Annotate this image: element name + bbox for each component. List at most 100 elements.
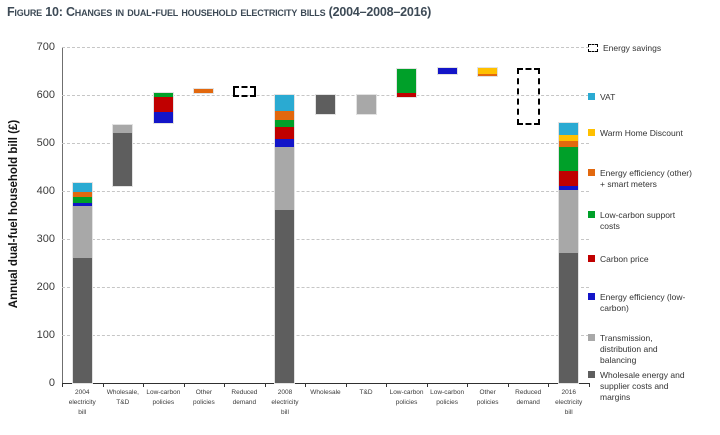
x-category-label: 2016 electricity bill [555, 389, 583, 417]
x-axis-tick [426, 383, 428, 387]
legend-item-transmission: Transmission, distribution and balancing [588, 333, 716, 366]
x-axis-tick [264, 383, 266, 387]
y-tick-label: 500 [36, 137, 55, 149]
gridline [62, 191, 589, 192]
gridline [62, 287, 589, 288]
legend-item-carbon_price: Carbon price [588, 254, 716, 265]
x-axis-tick [345, 383, 347, 387]
bar-segment-ee_low_carbon [153, 111, 173, 123]
legend-swatch-icon [588, 293, 595, 300]
bar-segment-low_carbon_support [275, 119, 295, 128]
bar-segment-ee_other [559, 140, 579, 147]
x-axis-tick [386, 383, 388, 387]
legend-swatch-icon [588, 211, 595, 218]
legend-item-warm_home_discount: Warm Home Discount [588, 128, 716, 139]
bar-segment-ee_other [478, 73, 498, 77]
bar-segment-transmission [356, 95, 376, 115]
y-tick-label: 200 [36, 281, 55, 293]
x-axis-tick [548, 383, 550, 387]
legend-label: VAT [600, 92, 616, 102]
legend-swatch-icon [588, 255, 595, 262]
bar [316, 95, 335, 115]
y-tick-label: 400 [36, 185, 55, 197]
bar-segment-wholesale [559, 253, 579, 383]
legend-label: Energy efficiency (other) + smart meters [600, 168, 692, 190]
legend-swatch-icon [588, 334, 595, 341]
reduced-demand-dashed-box [232, 85, 256, 97]
legend-label: Energy savings [603, 43, 662, 53]
gridline [62, 47, 589, 48]
figure-title: Figure 10: Changes in dual-fuel househol… [7, 5, 432, 19]
bar [478, 68, 498, 77]
bar-segment-carbon_price [153, 97, 173, 112]
bar-segment-transmission [72, 205, 92, 259]
legend-label: Low-carbon support costs [600, 210, 676, 232]
bar-segment-ee_low_carbon [437, 68, 457, 75]
x-category-label: Other policies [476, 389, 499, 407]
x-category-label: T&D [359, 389, 373, 396]
bar-segment-low_carbon_support [72, 197, 92, 204]
y-tick-label: 600 [36, 89, 55, 101]
bar-segment-vat [72, 183, 92, 193]
legend-label: Warm Home Discount [600, 128, 683, 138]
x-category-label: Low-carbon policies [146, 389, 181, 407]
gridline [62, 335, 589, 336]
bar-segment-warm_home_discount [478, 68, 498, 74]
x-category-label: Wholesale, T&D [106, 389, 139, 407]
bar-segment-wholesale [113, 133, 133, 187]
bar-segment-warm_home_discount [559, 134, 579, 141]
bar [72, 183, 92, 383]
bar-segment-wholesale [275, 210, 295, 383]
legend-item-wholesale: Wholesale energy and supplier costs and … [588, 370, 716, 403]
legend-label: Transmission, distribution and balancing [600, 333, 658, 366]
x-category-label: 2004 electricity bill [68, 389, 96, 417]
bar [113, 124, 133, 187]
x-category-label: Other policies [193, 389, 215, 407]
bar-segment-ee_other [194, 88, 214, 94]
y-tick-label: 300 [36, 233, 55, 245]
legend-swatch-icon [588, 169, 595, 176]
legend-item-ee_low_carbon: Energy efficiency (low-carbon) [588, 292, 716, 314]
bar-segment-wholesale [316, 95, 335, 115]
legend-item-low_carbon_support: Low-carbon support costs [588, 210, 716, 232]
y-tick-label: 100 [36, 329, 55, 341]
x-axis-tick [183, 383, 185, 387]
x-category-label: Low-carbon policies [389, 389, 424, 407]
x-axis-tick [62, 383, 63, 387]
bar-segment-transmission [559, 190, 579, 254]
x-axis-tick [143, 383, 145, 387]
legend-label: Wholesale energy and supplier costs and … [600, 370, 685, 403]
bar-segment-low_carbon_support [153, 93, 173, 98]
legend-swatch-icon [588, 93, 595, 100]
x-axis-tick [589, 383, 590, 387]
legend-label: Energy efficiency (low-carbon) [600, 292, 686, 314]
x-category-label: Reduced demand [231, 389, 258, 407]
x-axis-tick [305, 383, 307, 387]
legend-label: Carbon price [600, 254, 649, 264]
bar-segment-low_carbon_support [397, 69, 417, 94]
y-axis-line [62, 47, 63, 383]
bar [559, 122, 579, 383]
reduced-demand-dashed-box [516, 67, 540, 126]
bar-segment-ee_other [275, 110, 295, 120]
x-axis-tick [224, 383, 226, 387]
x-axis-tick [102, 383, 104, 387]
bar [397, 69, 417, 98]
bar [194, 88, 214, 94]
bar [356, 95, 376, 115]
legend-item-energy_savings: Energy savings [588, 43, 716, 54]
bar-segment-transmission [275, 146, 295, 211]
bar-segment-ee_low_carbon [559, 186, 579, 191]
x-category-label: Wholesale [310, 389, 341, 396]
bar [275, 95, 295, 383]
bar-segment-ee_low_carbon [275, 139, 295, 147]
bar-segment-ee_low_carbon [72, 203, 92, 206]
bar-segment-carbon_price [275, 127, 295, 140]
bar-segment-vat [559, 122, 579, 135]
bar [437, 68, 457, 75]
legend-swatch-icon [588, 129, 595, 136]
x-axis-line [62, 383, 590, 384]
energy-savings-dashed-icon [588, 44, 598, 52]
gridline [62, 143, 589, 144]
